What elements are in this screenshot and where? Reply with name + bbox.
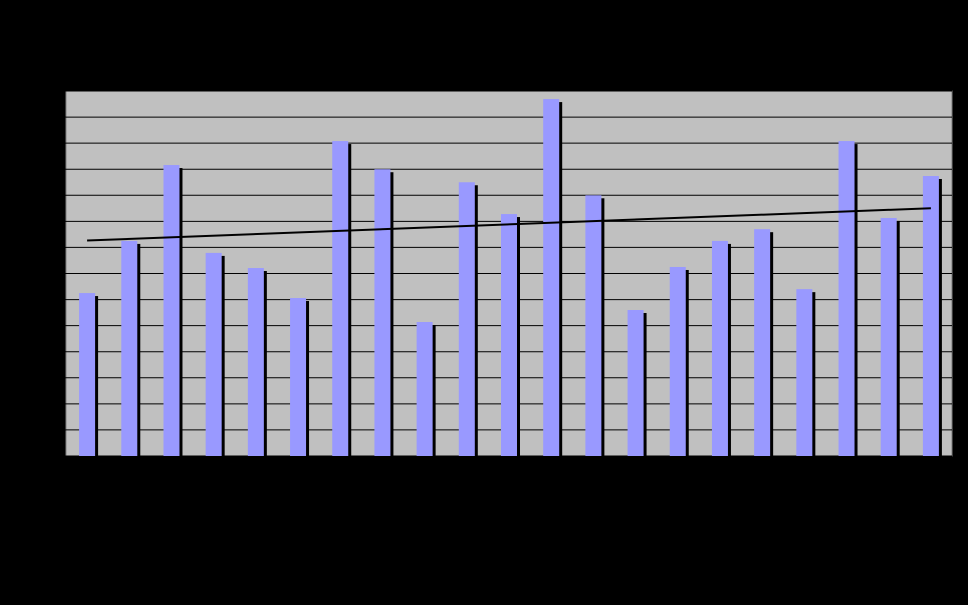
bar [796, 289, 813, 456]
bar [754, 229, 771, 456]
bar [922, 175, 939, 456]
bar [374, 169, 391, 456]
bar [711, 240, 728, 456]
bar [627, 310, 644, 456]
bar [543, 99, 560, 456]
bar [79, 293, 96, 456]
bar [458, 182, 475, 456]
bar [501, 214, 517, 456]
bar [585, 195, 602, 457]
bar [880, 217, 897, 456]
bar [669, 266, 686, 456]
bar [290, 298, 307, 456]
trend-line [87, 207, 931, 242]
bar [163, 165, 180, 457]
bar [121, 240, 138, 456]
bar [838, 141, 855, 457]
bar [332, 141, 349, 457]
bar [247, 268, 264, 456]
bar [205, 252, 222, 456]
bar [416, 321, 433, 456]
